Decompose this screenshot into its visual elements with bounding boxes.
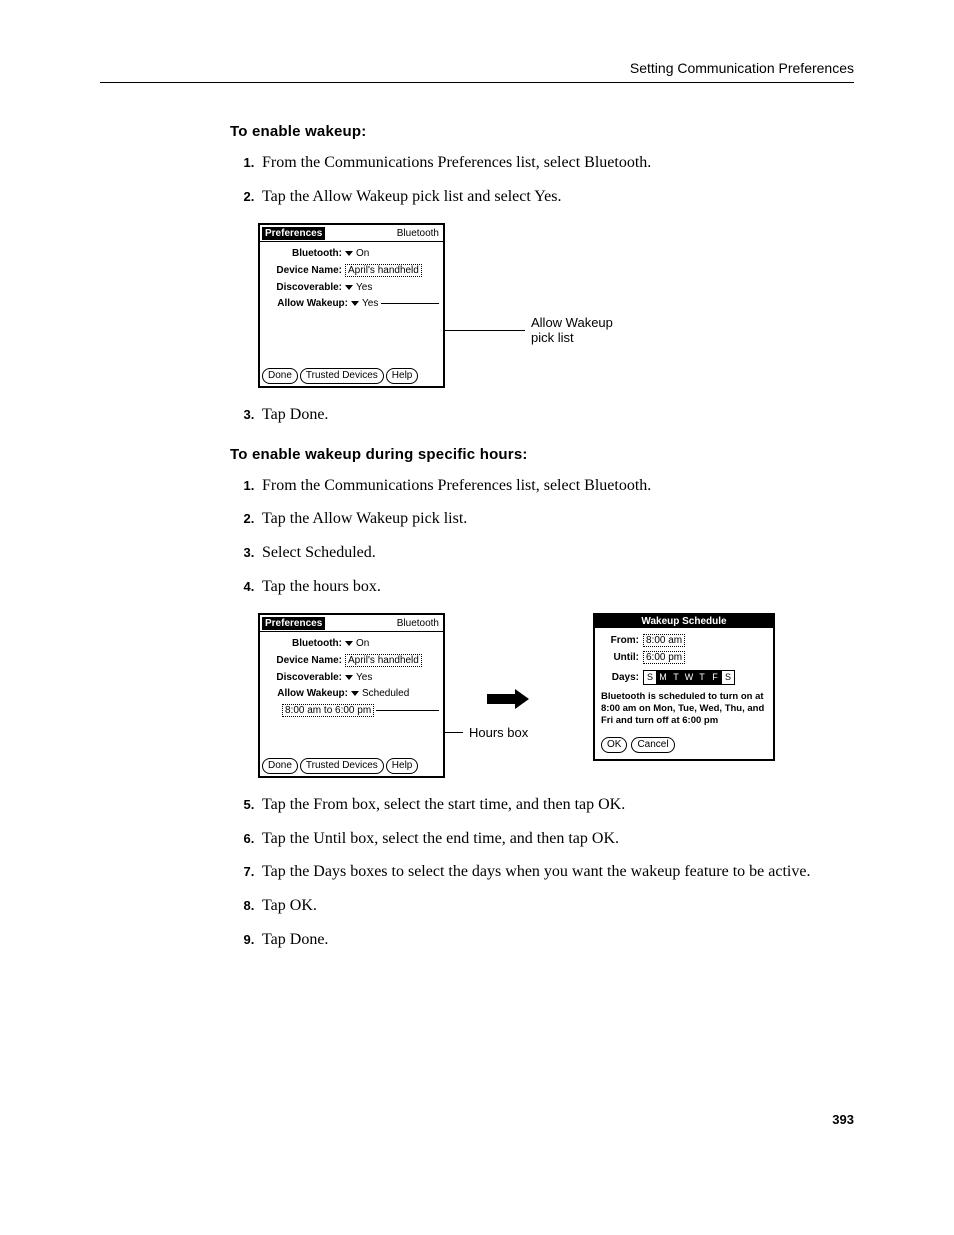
step-2-2: Tap the Allow Wakeup pick list. bbox=[258, 506, 854, 532]
days-selector[interactable]: SMTWTFS bbox=[643, 670, 735, 685]
discoverable-value[interactable]: Yes bbox=[356, 282, 372, 293]
step-2-7: Tap the Days boxes to select the days wh… bbox=[258, 859, 854, 885]
day-box[interactable]: T bbox=[669, 670, 683, 685]
step-2-3: Select Scheduled. bbox=[258, 540, 854, 566]
cancel-button[interactable]: Cancel bbox=[631, 737, 674, 753]
dropdown-icon[interactable] bbox=[351, 691, 359, 696]
done-button[interactable]: Done bbox=[262, 758, 298, 774]
day-box[interactable]: T bbox=[695, 670, 709, 685]
step-2-9: Tap Done. bbox=[258, 927, 854, 953]
device-name-value[interactable]: April's handheld bbox=[345, 264, 422, 277]
callout-line-2: pick list bbox=[531, 330, 613, 345]
section-title-enable-wakeup: To enable wakeup: bbox=[230, 123, 854, 140]
allow-wakeup-value[interactable]: Yes bbox=[362, 298, 378, 309]
device-name-label: Device Name: bbox=[264, 265, 345, 276]
help-button[interactable]: Help bbox=[386, 758, 419, 774]
palm-title: Preferences bbox=[262, 227, 325, 240]
dropdown-icon[interactable] bbox=[345, 675, 353, 680]
steps-list-1b: Tap Done. bbox=[230, 402, 854, 428]
step-2-4: Tap the hours box. bbox=[258, 574, 854, 600]
step-2-8: Tap OK. bbox=[258, 893, 854, 919]
steps-list-2b: Tap the From box, select the start time,… bbox=[230, 792, 854, 952]
day-box[interactable]: W bbox=[682, 670, 696, 685]
allow-wakeup-label: Allow Wakeup: bbox=[264, 688, 351, 699]
day-box[interactable]: S bbox=[721, 670, 735, 685]
bluetooth-label: Bluetooth: bbox=[264, 248, 345, 259]
figure-1: Preferences Bluetooth Bluetooth: On Devi… bbox=[258, 223, 854, 388]
trusted-devices-button[interactable]: Trusted Devices bbox=[300, 368, 384, 384]
days-label: Days: bbox=[601, 672, 643, 683]
dropdown-icon[interactable] bbox=[345, 641, 353, 646]
step-1-3: Tap Done. bbox=[258, 402, 854, 428]
callout-line bbox=[445, 330, 525, 331]
steps-list-1: From the Communications Preferences list… bbox=[230, 150, 854, 209]
wakeup-schedule-dialog: Wakeup Schedule From: 8:00 am Until: 6:0… bbox=[593, 613, 775, 761]
palm-screen-1: Preferences Bluetooth Bluetooth: On Devi… bbox=[258, 223, 445, 388]
device-name-label: Device Name: bbox=[264, 655, 345, 666]
figure-2: Preferences Bluetooth Bluetooth: On Devi… bbox=[258, 613, 854, 778]
trusted-devices-button[interactable]: Trusted Devices bbox=[300, 758, 384, 774]
page-number: 393 bbox=[100, 1112, 854, 1127]
palm-screen-2: Preferences Bluetooth Bluetooth: On Devi… bbox=[258, 613, 445, 778]
help-button[interactable]: Help bbox=[386, 368, 419, 384]
arrow-icon bbox=[487, 691, 531, 707]
dropdown-icon[interactable] bbox=[345, 285, 353, 290]
from-value[interactable]: 8:00 am bbox=[643, 634, 685, 647]
hours-box[interactable]: 8:00 am to 6:00 pm bbox=[282, 704, 374, 717]
done-button[interactable]: Done bbox=[262, 368, 298, 384]
device-name-value[interactable]: April's handheld bbox=[345, 654, 422, 667]
dropdown-icon[interactable] bbox=[345, 251, 353, 256]
callout-connector bbox=[376, 710, 439, 711]
callout-hours-box: Hours box bbox=[469, 725, 528, 740]
steps-list-2: From the Communications Preferences list… bbox=[230, 473, 854, 599]
wakeup-title: Wakeup Schedule bbox=[595, 615, 773, 628]
callout-connector bbox=[381, 303, 439, 304]
palm-title: Preferences bbox=[262, 617, 325, 630]
palm-category[interactable]: Bluetooth bbox=[397, 228, 441, 239]
day-box[interactable]: M bbox=[656, 670, 670, 685]
bluetooth-value[interactable]: On bbox=[356, 638, 369, 649]
schedule-summary-text: Bluetooth is scheduled to turn on at 8:0… bbox=[601, 691, 767, 727]
from-label: From: bbox=[601, 635, 643, 646]
palm-category[interactable]: Bluetooth bbox=[397, 618, 441, 629]
allow-wakeup-value[interactable]: Scheduled bbox=[362, 688, 409, 699]
discoverable-label: Discoverable: bbox=[264, 282, 345, 293]
bluetooth-label: Bluetooth: bbox=[264, 638, 345, 649]
bluetooth-value[interactable]: On bbox=[356, 248, 369, 259]
callout-line bbox=[445, 732, 463, 733]
step-1-1: From the Communications Preferences list… bbox=[258, 150, 854, 176]
page-header: Setting Communication Preferences bbox=[100, 60, 854, 83]
until-value[interactable]: 6:00 pm bbox=[643, 651, 685, 664]
dropdown-icon[interactable] bbox=[351, 301, 359, 306]
callout-line-1: Allow Wakeup bbox=[531, 315, 613, 330]
day-box[interactable]: F bbox=[708, 670, 722, 685]
allow-wakeup-label: Allow Wakeup: bbox=[264, 298, 351, 309]
step-1-2: Tap the Allow Wakeup pick list and selec… bbox=[258, 184, 854, 210]
discoverable-label: Discoverable: bbox=[264, 672, 345, 683]
day-box[interactable]: S bbox=[643, 670, 657, 685]
section-title-specific-hours: To enable wakeup during specific hours: bbox=[230, 446, 854, 463]
step-2-1: From the Communications Preferences list… bbox=[258, 473, 854, 499]
until-label: Until: bbox=[601, 652, 643, 663]
ok-button[interactable]: OK bbox=[601, 737, 627, 753]
discoverable-value[interactable]: Yes bbox=[356, 672, 372, 683]
callout-text: Allow Wakeup pick list bbox=[531, 315, 613, 345]
step-2-5: Tap the From box, select the start time,… bbox=[258, 792, 854, 818]
step-2-6: Tap the Until box, select the end time, … bbox=[258, 826, 854, 852]
